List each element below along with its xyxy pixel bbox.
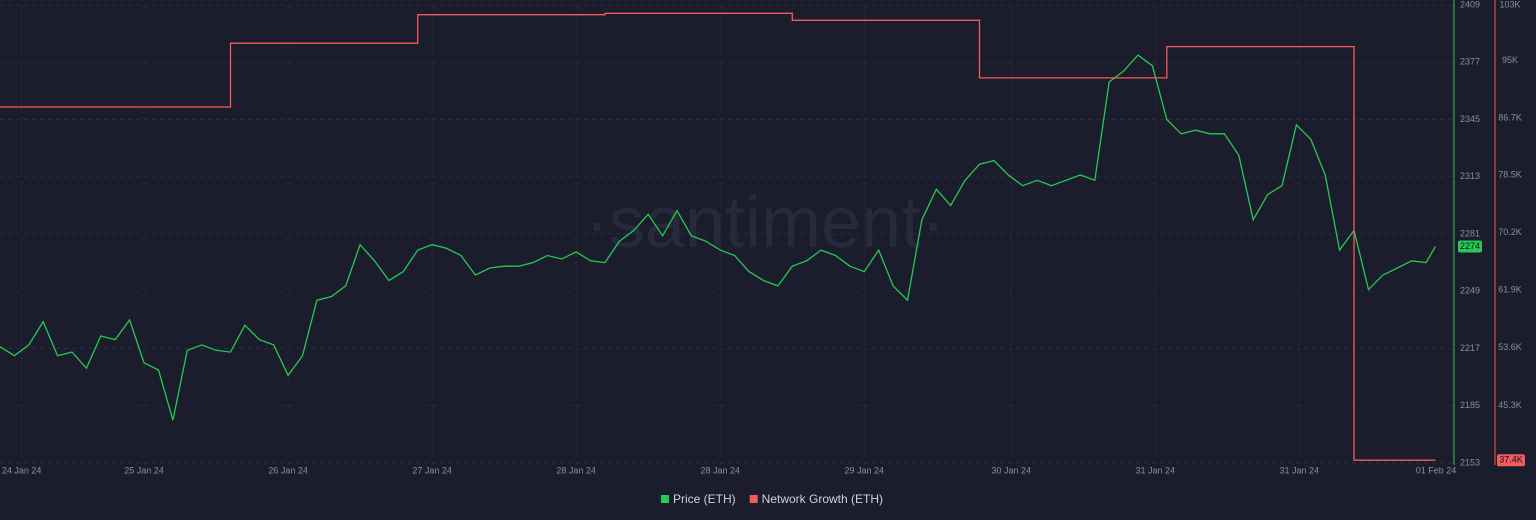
y2-tick-label: 70.2K <box>1498 227 1522 237</box>
series-line <box>0 12 1436 461</box>
x-tick-label: 27 Jan 24 <box>412 465 452 475</box>
x-tick-label: 29 Jan 24 <box>845 465 885 475</box>
y-tick-label: 2409 <box>1460 0 1480 9</box>
y-tick-label: 2217 <box>1460 343 1480 353</box>
x-tick-label: 01 Feb 24 <box>1416 465 1457 475</box>
y-tick-label: 2281 <box>1460 228 1480 238</box>
x-tick-label: 25 Jan 24 <box>124 465 164 475</box>
watermark: ·santiment· <box>585 183 945 263</box>
y-tick-label: 2153 <box>1460 457 1480 467</box>
x-tick-label: 24 Jan 24 <box>2 465 42 475</box>
y-tick-label: 2249 <box>1460 286 1480 296</box>
legend-swatch <box>661 495 669 503</box>
x-tick-label: 30 Jan 24 <box>991 465 1031 475</box>
x-tick-label: 31 Jan 24 <box>1280 465 1320 475</box>
y2-tick-label: 45.3K <box>1498 400 1522 410</box>
x-tick-label: 26 Jan 24 <box>268 465 308 475</box>
y-tick-label: 2185 <box>1460 400 1480 410</box>
y2-tick-label: 95K <box>1502 55 1518 65</box>
y2-tick-label: 53.6K <box>1498 342 1522 352</box>
y2-tick-label: 61.9K <box>1498 285 1522 295</box>
y2-tick-label: 103K <box>1499 0 1520 9</box>
y2-tick-label: 86.7K <box>1498 112 1522 122</box>
y-tick-label: 2345 <box>1460 114 1480 124</box>
y-tick-label: 2377 <box>1460 57 1480 67</box>
legend-label: Network Growth (ETH) <box>762 492 883 506</box>
y-tick-label: 2313 <box>1460 171 1480 181</box>
legend: Price (ETH) Network Growth (ETH) <box>661 492 883 506</box>
legend-swatch <box>749 495 758 503</box>
series-line <box>0 54 1436 421</box>
value-badge <box>1458 240 1482 253</box>
value-badge-label: 37.4K <box>1499 455 1523 465</box>
value-badge <box>1497 454 1525 467</box>
legend-label: Price (ETH) <box>673 492 736 506</box>
x-tick-label: 31 Jan 24 <box>1135 465 1175 475</box>
y2-tick-label: 78.5K <box>1498 169 1522 179</box>
x-tick-label: 28 Jan 24 <box>700 465 740 475</box>
x-tick-label: 28 Jan 24 <box>556 465 596 475</box>
value-badge-label: 2274 <box>1460 241 1480 251</box>
